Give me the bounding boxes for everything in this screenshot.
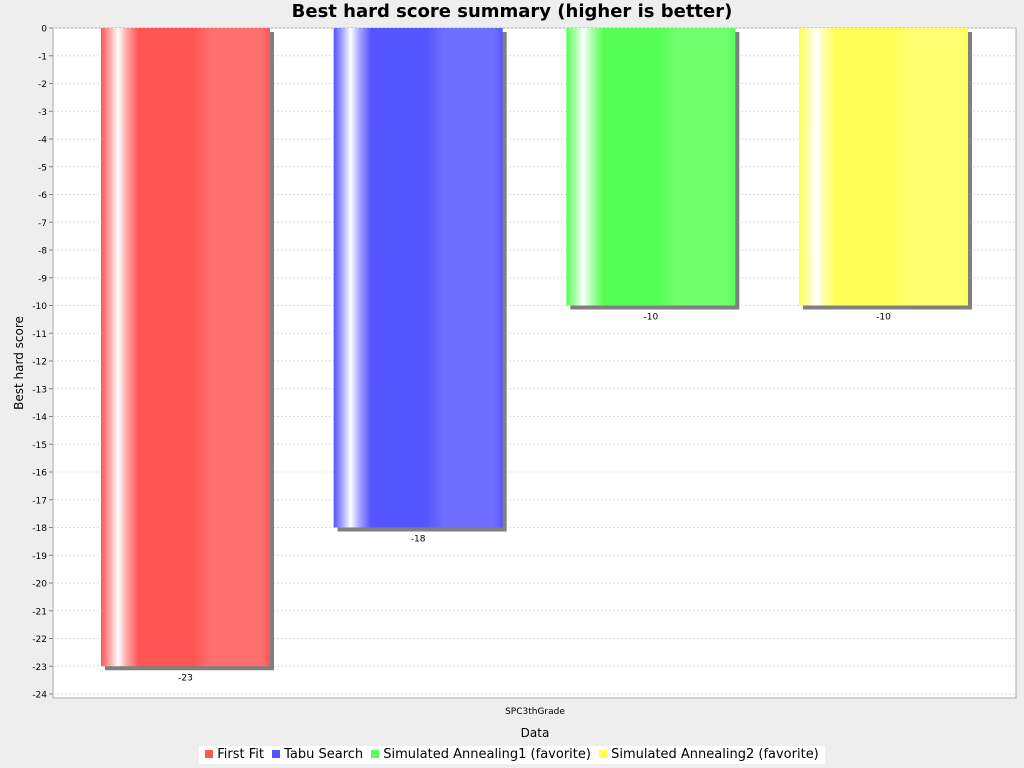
legend-item-simulated-annealing1: Simulated Annealing1 (favorite) [371, 746, 591, 764]
y-tick-label: -2 [38, 80, 47, 90]
bar-chart: 0 -1 -2 -3 -4 -5 -6 -7 -8 -9 -10 -11 -12 -13 -14 -15 -16… [12, 25, 1017, 740]
bar-value-label-simulated-annealing1-favorite: -10 [643, 313, 658, 323]
bars: -23 -18 -10 -10 [101, 28, 972, 683]
chart-title: Best hard score summary (higher is bette… [291, 1, 733, 22]
y-tick-label: -6 [38, 191, 47, 201]
legend-item-simulated-annealing2: Simulated Annealing2 (favorite) [599, 746, 819, 764]
y-tick-label: -15 [32, 441, 47, 451]
y-tick-label: -16 [32, 469, 47, 479]
y-tick-label: -22 [32, 635, 47, 645]
y-tick-label: -4 [38, 136, 47, 146]
y-tick-label: -23 [32, 663, 47, 673]
y-tick-label: -5 [38, 163, 47, 173]
legend-item-tabu-search: Tabu Search [272, 746, 363, 764]
y-tick-label: -19 [32, 552, 47, 562]
y-tick-label: -7 [38, 219, 47, 229]
legend-label: Simulated Annealing2 (favorite) [611, 747, 819, 762]
y-tick-label: -18 [32, 524, 47, 534]
x-axis-label: Data [521, 726, 550, 740]
legend-swatch [205, 750, 214, 758]
y-tick-label: -9 [38, 274, 47, 284]
y-tick-label: -3 [38, 108, 47, 118]
y-tick-label: -11 [32, 330, 47, 340]
y-tick-label: -21 [32, 607, 47, 617]
y-tick-label: -8 [38, 247, 47, 257]
y-tick-label: -20 [32, 580, 47, 590]
y-tick-label: 0 [41, 25, 47, 35]
legend-label: Tabu Search [284, 747, 364, 762]
bar-first-fit [101, 28, 270, 667]
bar-simulated-annealing1-favorite [566, 28, 736, 306]
x-category-label: SPC3thGrade [505, 707, 565, 717]
y-tick-label: -17 [32, 496, 47, 506]
y-tick-label: -24 [32, 691, 47, 701]
legend-swatch [272, 750, 281, 758]
y-tick-label: -1 [38, 52, 47, 62]
y-tick-label: -12 [32, 358, 47, 368]
y-tick-label: -10 [32, 302, 47, 312]
y-axis-label: Best hard score [12, 316, 26, 410]
legend-label: Simulated Annealing1 (favorite) [383, 747, 591, 762]
legend-swatch [371, 750, 380, 758]
legend-swatch [599, 750, 608, 758]
bar-value-label-tabu-search: -18 [411, 535, 426, 545]
y-tick-label: -13 [32, 385, 47, 395]
y-axis: 0 -1 -2 -3 -4 -5 -6 -7 -8 -9 -10 -11 -12 -13 -14 -15 -16… [32, 25, 53, 701]
bar-simulated-annealing2-favorite [799, 28, 968, 306]
bar-value-label-simulated-annealing2-favorite: -10 [876, 313, 891, 323]
legend-item-first-fit: First Fit [205, 746, 264, 764]
bar-value-label-first-fit: -23 [178, 673, 193, 683]
bar-tabu-search [333, 28, 503, 528]
legend-label: First Fit [217, 747, 264, 762]
legend: First Fit Tabu Search Simulated Annealin… [0, 746, 1024, 764]
y-tick-label: -14 [32, 413, 47, 423]
